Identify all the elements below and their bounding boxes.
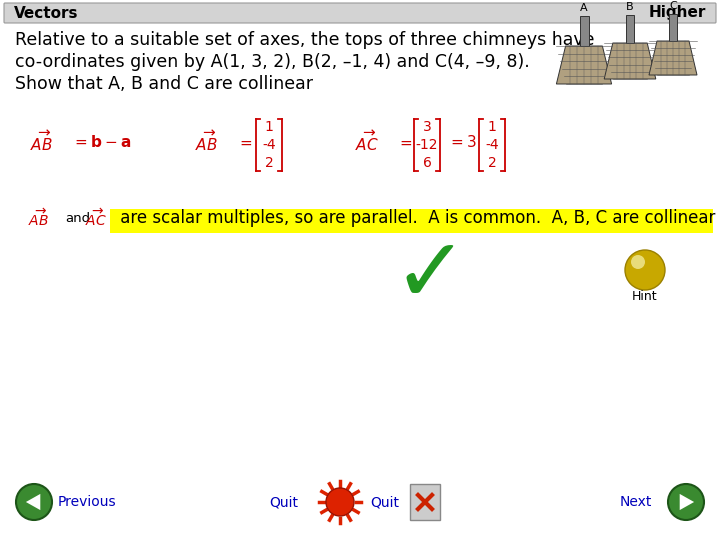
Text: $\overrightarrow{AC}$: $\overrightarrow{AC}$ (85, 207, 107, 229)
Bar (669, 14, 677, 41)
Text: 2: 2 (487, 156, 496, 170)
Text: 1: 1 (264, 120, 274, 134)
Text: $=$: $=$ (237, 134, 253, 150)
Text: $\overrightarrow{AB}$: $\overrightarrow{AB}$ (28, 207, 49, 229)
Text: Vectors: Vectors (14, 5, 78, 21)
Circle shape (326, 488, 354, 516)
Circle shape (16, 484, 52, 520)
Text: 2: 2 (265, 156, 274, 170)
Bar (626, 15, 634, 43)
Polygon shape (604, 43, 656, 79)
Text: -4: -4 (485, 138, 499, 152)
Text: Previous: Previous (58, 495, 117, 509)
Text: ✓: ✓ (392, 233, 468, 321)
FancyBboxPatch shape (4, 3, 716, 23)
Text: Quit: Quit (370, 495, 399, 509)
Text: are scalar multiples, so are parallel.  A is common.  A, B, C are collinear: are scalar multiples, so are parallel. A… (115, 209, 716, 227)
Text: $= 3$: $= 3$ (448, 134, 477, 150)
Bar (410, 484, 440, 520)
Text: Next: Next (620, 495, 652, 509)
Text: -12: -12 (415, 138, 438, 152)
Text: 1: 1 (487, 120, 496, 134)
Bar (580, 16, 588, 46)
Text: Relative to a suitable set of axes, the tops of three chimneys have: Relative to a suitable set of axes, the … (15, 31, 595, 49)
Text: C: C (669, 1, 677, 11)
Text: $=$: $=$ (397, 134, 413, 150)
Text: 6: 6 (423, 156, 431, 170)
Text: $\overrightarrow{AC}$: $\overrightarrow{AC}$ (355, 130, 379, 154)
Text: $\overrightarrow{AB}$: $\overrightarrow{AB}$ (195, 130, 217, 154)
Text: Quit: Quit (269, 495, 298, 509)
Text: -4: -4 (262, 138, 276, 152)
Text: 3: 3 (423, 120, 431, 134)
Text: Higher: Higher (649, 5, 706, 21)
Text: $= \mathbf{b} - \mathbf{a}$: $= \mathbf{b} - \mathbf{a}$ (72, 134, 132, 150)
Text: Show that A, B and C are collinear: Show that A, B and C are collinear (15, 75, 313, 93)
Text: and: and (65, 212, 90, 225)
Circle shape (668, 484, 704, 520)
Text: Hint: Hint (632, 289, 658, 302)
Polygon shape (680, 494, 694, 510)
Text: $\overrightarrow{AB}$: $\overrightarrow{AB}$ (30, 130, 53, 154)
Polygon shape (649, 41, 697, 75)
Circle shape (625, 250, 665, 290)
Polygon shape (26, 494, 40, 510)
Circle shape (631, 255, 645, 269)
Text: co-ordinates given by A(1, 3, 2), B(2, –1, 4) and C(4, –9, 8).: co-ordinates given by A(1, 3, 2), B(2, –… (15, 53, 530, 71)
Text: A: A (580, 3, 588, 13)
Bar (110, 209, 713, 233)
Text: B: B (626, 2, 634, 12)
Polygon shape (557, 46, 611, 84)
